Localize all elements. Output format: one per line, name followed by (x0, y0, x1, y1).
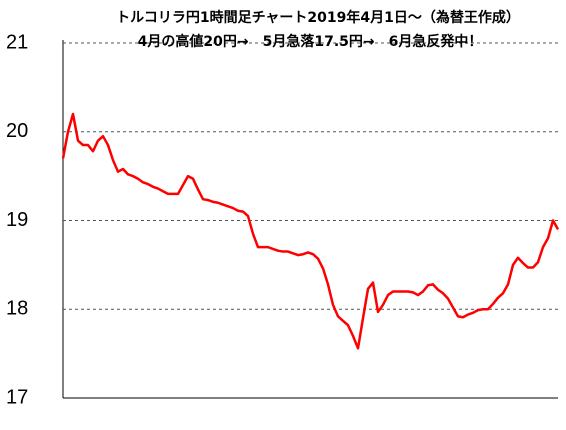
chart-title: トルコリラ円1時間足チャート2019年4月1日～（為替王作成） (116, 9, 520, 26)
y-tick-label: 18 (6, 298, 28, 320)
price-line (61, 112, 560, 350)
y-tick-label: 17 (6, 386, 28, 408)
y-tick-label: 19 (6, 209, 28, 231)
y-tick-label: 20 (6, 120, 28, 142)
chart-subtitle: 4月の高値20円→ 5月急落17.5円→ 6月急反発中！ (138, 33, 483, 50)
y-tick-label: 21 (6, 31, 28, 53)
